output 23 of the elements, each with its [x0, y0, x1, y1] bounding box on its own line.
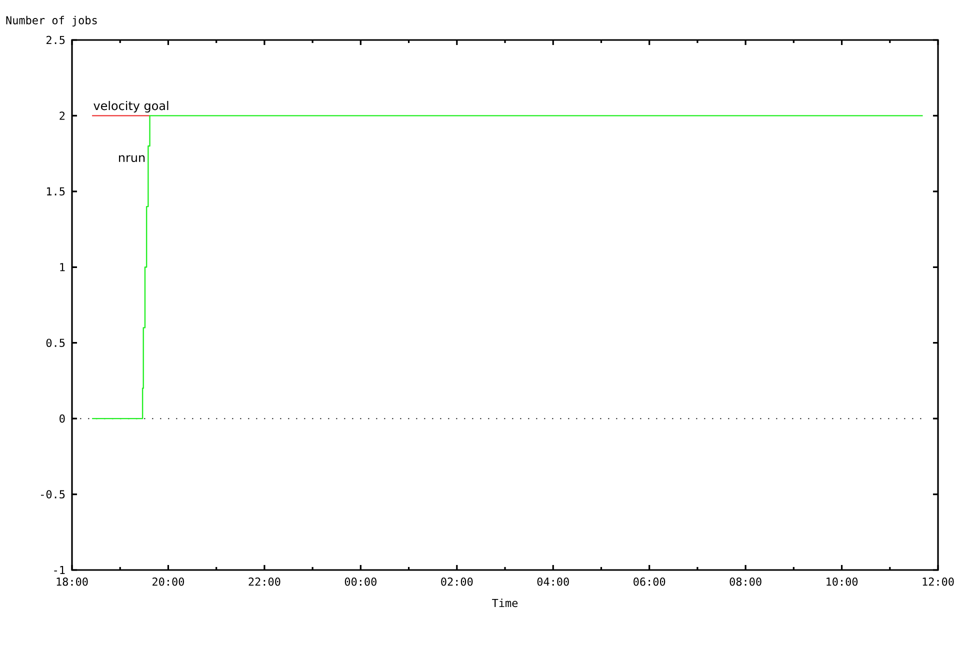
line-series — [91, 115, 924, 420]
y-tick-label: 2 — [60, 112, 65, 120]
y-tick-label: -0.5 — [40, 490, 65, 498]
y-tick-label: 1 — [60, 263, 65, 272]
x-axis-title: Time — [492, 598, 518, 608]
x-tick-label: 08:00 — [730, 578, 762, 586]
y-tick-label: 2.5 — [46, 36, 65, 44]
x-tick-label: 06:00 — [634, 578, 666, 586]
x-tick-label: 20:00 — [152, 578, 184, 586]
x-tick-label: 18:00 — [56, 578, 88, 586]
x-tick-label: 10:00 — [826, 578, 858, 586]
y-tick-label: 0 — [60, 414, 65, 423]
x-tick-label: 02:00 — [441, 578, 473, 586]
x-tick-label: 22:00 — [248, 578, 280, 586]
y-axis-title: Number of jobs — [6, 16, 97, 26]
x-tick-label: 04:00 — [537, 578, 569, 586]
x-tick-label: 00:00 — [344, 578, 376, 586]
y-tick-label: 1.5 — [47, 187, 65, 196]
x-tick-label: 12:00 — [922, 578, 954, 586]
y-tick-label: 0.5 — [46, 338, 65, 347]
series-label: velocity goal — [94, 100, 168, 113]
series-label: nrun — [119, 155, 145, 162]
y-tick-label: -1 — [54, 566, 65, 574]
